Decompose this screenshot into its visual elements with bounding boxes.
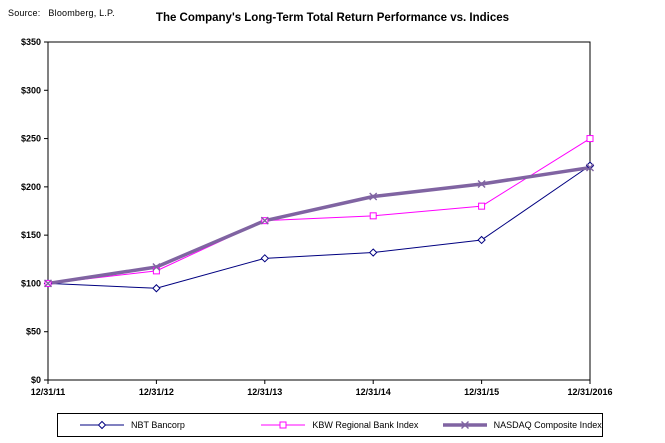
svg-text:$350: $350 xyxy=(21,37,41,47)
nasdaq-x-line-icon xyxy=(442,421,487,429)
source-note: Source: Bloomberg, L.P. xyxy=(8,8,115,18)
svg-text:$300: $300 xyxy=(21,85,41,95)
legend-label-nbt-bancorp: NBT Bancorp xyxy=(131,420,185,430)
chart-area: $0 $50 $100 $150 $200 $250 $300 $350 12/31/11 12/… xyxy=(0,36,665,404)
svg-text:12/31/12: 12/31/12 xyxy=(139,387,174,397)
source-value: Bloomberg, L.P. xyxy=(48,8,115,18)
total-return-line-chart: $0 $50 $100 $150 $200 $250 $300 $350 12/31/11 12/… xyxy=(21,37,613,397)
legend-item-kbw-index: KBW Regional Bank Index xyxy=(239,418,420,432)
svg-text:$100: $100 xyxy=(21,278,41,288)
svg-text:12/31/13: 12/31/13 xyxy=(247,387,282,397)
svg-text:12/31/2016: 12/31/2016 xyxy=(567,387,612,397)
svg-text:12/31/15: 12/31/15 xyxy=(464,387,499,397)
legend: NBT Bancorp KBW Regional Bank Index NASD… xyxy=(57,413,603,437)
svg-text:12/31/14: 12/31/14 xyxy=(356,387,391,397)
svg-text:$250: $250 xyxy=(21,134,41,144)
svg-text:$200: $200 xyxy=(21,182,41,192)
chart-header: Source: Bloomberg, L.P. The Company's Lon… xyxy=(0,0,665,36)
svg-text:12/31/11: 12/31/11 xyxy=(31,387,66,397)
chart-title: The Company's Long-Term Total Return Per… xyxy=(155,12,510,24)
nbt-diamond-line-icon xyxy=(80,420,124,430)
legend-label-kbw-index: KBW Regional Bank Index xyxy=(312,420,419,430)
svg-text:$150: $150 xyxy=(21,230,41,240)
svg-text:$0: $0 xyxy=(31,375,41,385)
source-label: Source: xyxy=(8,8,41,18)
legend-item-nasdaq-index: NASDAQ Composite Index xyxy=(421,418,602,432)
svg-text:$50: $50 xyxy=(26,327,41,337)
legend-item-nbt-bancorp: NBT Bancorp xyxy=(58,418,239,432)
legend-label-nasdaq-index: NASDAQ Composite Index xyxy=(493,420,602,430)
kbw-square-line-icon xyxy=(261,421,306,429)
